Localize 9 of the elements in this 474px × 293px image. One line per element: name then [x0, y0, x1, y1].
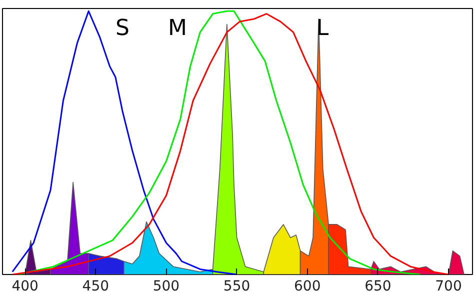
x-tick-label: 600: [294, 278, 321, 293]
x-tick-label: 700: [435, 278, 462, 293]
x-tick-label: 400: [12, 278, 38, 293]
x-tick-label: 450: [82, 278, 110, 293]
annotation: S: [116, 16, 130, 41]
x-tick-label: 550: [223, 278, 250, 293]
x-tick-label: 650: [364, 278, 392, 293]
annotation: M: [168, 16, 187, 41]
x-tick-label: 500: [152, 278, 180, 293]
